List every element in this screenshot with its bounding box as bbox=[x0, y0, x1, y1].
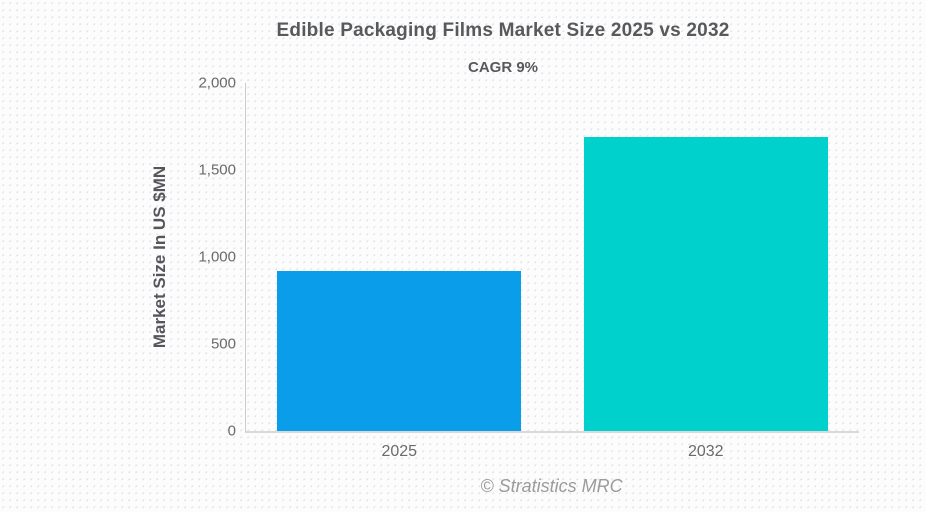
x-axis-label-2032: 2032 bbox=[687, 443, 724, 460]
y-tick-label: 1,000 bbox=[198, 248, 236, 266]
y-axis-title: Market Size In US $MN bbox=[150, 165, 169, 349]
y-tick-label: 0 bbox=[227, 422, 236, 440]
y-tick-label: 500 bbox=[210, 335, 236, 353]
chart-subtitle: CAGR 9% bbox=[467, 59, 538, 76]
bar-2025 bbox=[277, 270, 522, 431]
footer-credit: © Stratistics MRC bbox=[480, 476, 623, 496]
y-tick-label: 1,500 bbox=[198, 161, 236, 179]
x-axis-label-2025: 2025 bbox=[381, 443, 418, 460]
chart-title: Edible Packaging Films Market Size 2025 … bbox=[276, 20, 730, 41]
y-tick-label: 2,000 bbox=[198, 74, 236, 92]
bar-2032 bbox=[583, 136, 828, 431]
plot-area: 0 500 1,000 1,500 2,000 2025 2032 bbox=[198, 76, 859, 460]
